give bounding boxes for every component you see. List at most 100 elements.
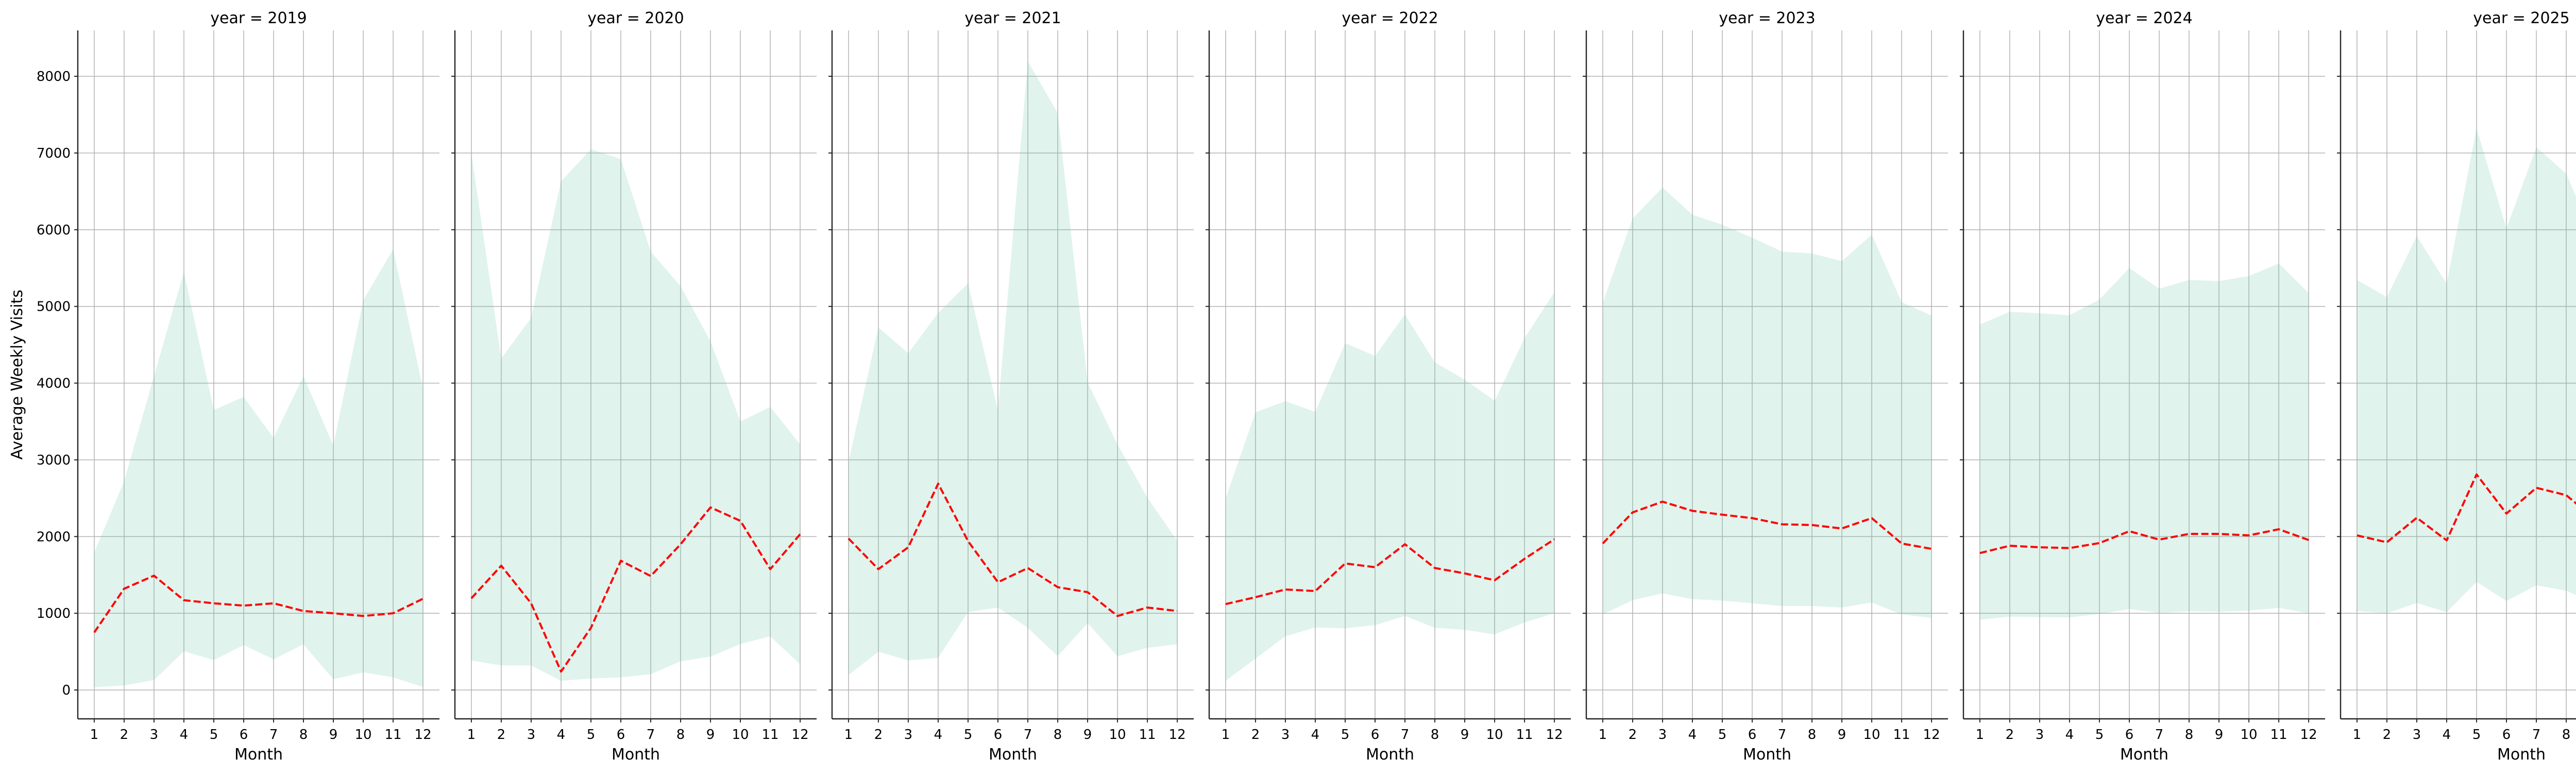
- x-tick-label: 5: [1341, 727, 1350, 743]
- x-tick-label: 11: [385, 727, 402, 743]
- x-tick-label: 2: [1251, 727, 1260, 743]
- percentile-band: [1225, 292, 1555, 681]
- x-tick-label: 7: [1401, 727, 1410, 743]
- x-tick-label: 4: [2065, 727, 2074, 743]
- x-tick-label: 3: [1281, 727, 1290, 743]
- x-tick-label: 2: [120, 727, 129, 743]
- x-tick-label: 1: [1976, 727, 1985, 743]
- percentile-band: [94, 249, 423, 687]
- x-tick-label: 3: [2413, 727, 2421, 743]
- y-tick-label: 8000: [37, 69, 71, 85]
- y-tick-label: 0: [62, 683, 71, 698]
- x-tick-label: 11: [1516, 727, 1533, 743]
- y-tick-label: 6000: [37, 223, 71, 238]
- x-tick-label: 11: [762, 727, 779, 743]
- percentile-band: [848, 61, 1178, 675]
- x-tick-label: 3: [904, 727, 913, 743]
- y-tick-label: 3000: [37, 452, 71, 468]
- x-tick-label: 10: [732, 727, 749, 743]
- x-tick-label: 7: [269, 727, 278, 743]
- x-tick-label: 10: [2241, 727, 2258, 743]
- percentile-band: [471, 149, 801, 681]
- x-tick-label: 7: [2155, 727, 2164, 743]
- median-line: [1979, 528, 2309, 554]
- x-tick-label: 4: [934, 727, 943, 743]
- median-line: [1602, 500, 1932, 550]
- x-axis-label: Month: [2120, 746, 2168, 764]
- x-tick-label: 8: [676, 727, 685, 743]
- x-tick-label: 1: [90, 727, 99, 743]
- subplot-title: year = 2019: [210, 9, 307, 27]
- subplot-title: year = 2024: [2096, 9, 2193, 27]
- x-tick-label: 5: [964, 727, 973, 743]
- grid-lines: [1586, 30, 1948, 719]
- percentile-band: [2357, 128, 2576, 614]
- x-tick-label: 1: [844, 727, 853, 743]
- median-line: [1225, 538, 1555, 605]
- x-tick-label: 9: [706, 727, 715, 743]
- x-tick-label: 10: [1863, 727, 1880, 743]
- subplot-title: year = 2021: [964, 9, 1061, 27]
- x-tick-label: 8: [1431, 727, 1439, 743]
- x-axis-label: Month: [1743, 746, 1791, 764]
- x-tick-label: 9: [1461, 727, 1469, 743]
- grid-lines: [2341, 30, 2576, 719]
- x-tick-label: 6: [994, 727, 1003, 743]
- x-tick-label: 7: [1024, 727, 1032, 743]
- x-tick-label: 11: [1893, 727, 1910, 743]
- median-line: [2357, 473, 2576, 544]
- x-tick-label: 5: [2472, 727, 2481, 743]
- x-tick-label: 12: [1169, 727, 1186, 743]
- x-tick-label: 12: [1923, 727, 1940, 743]
- grid-lines: [832, 30, 1194, 719]
- x-tick-label: 10: [1109, 727, 1126, 743]
- x-tick-label: 6: [617, 727, 625, 743]
- y-axis-label: Average Weekly Visits: [8, 290, 26, 460]
- x-tick-label: 7: [647, 727, 655, 743]
- x-axis-label: Month: [612, 746, 660, 764]
- grid-lines: [1209, 30, 1571, 719]
- x-axis-label: Month: [234, 746, 283, 764]
- x-tick-label: 6: [1748, 727, 1757, 743]
- grid-lines: [78, 30, 439, 719]
- x-tick-label: 6: [240, 727, 248, 743]
- x-tick-label: 6: [2502, 727, 2511, 743]
- x-tick-label: 1: [1222, 727, 1230, 743]
- x-tick-label: 6: [1371, 727, 1380, 743]
- x-tick-label: 3: [150, 727, 159, 743]
- x-tick-label: 3: [527, 727, 536, 743]
- x-tick-label: 3: [2036, 727, 2044, 743]
- median-line: [470, 506, 801, 673]
- x-tick-label: 9: [329, 727, 338, 743]
- x-tick-label: 10: [355, 727, 372, 743]
- x-tick-label: 5: [587, 727, 596, 743]
- x-tick-label: 12: [415, 727, 432, 743]
- x-tick-label: 10: [1486, 727, 1503, 743]
- x-tick-label: 1: [467, 727, 476, 743]
- x-tick-label: 4: [557, 727, 566, 743]
- y-tick-label: 2000: [37, 529, 71, 545]
- median-line: [848, 482, 1178, 617]
- y-tick-label: 1000: [37, 606, 71, 621]
- subplot-title: year = 2022: [1342, 9, 1438, 27]
- y-tick-label: 4000: [37, 376, 71, 392]
- x-tick-label: 9: [1838, 727, 1846, 743]
- x-tick-label: 5: [210, 727, 218, 743]
- subplot-title: year = 2020: [587, 9, 684, 27]
- x-tick-label: 1: [1599, 727, 1607, 743]
- x-tick-label: 2: [874, 727, 883, 743]
- x-tick-label: 11: [2270, 727, 2287, 743]
- x-tick-label: 2: [1629, 727, 1637, 743]
- x-tick-label: 8: [299, 727, 308, 743]
- x-axis-label: Month: [2497, 746, 2546, 764]
- y-tick-label: 7000: [37, 146, 71, 161]
- x-tick-label: 4: [1311, 727, 1320, 743]
